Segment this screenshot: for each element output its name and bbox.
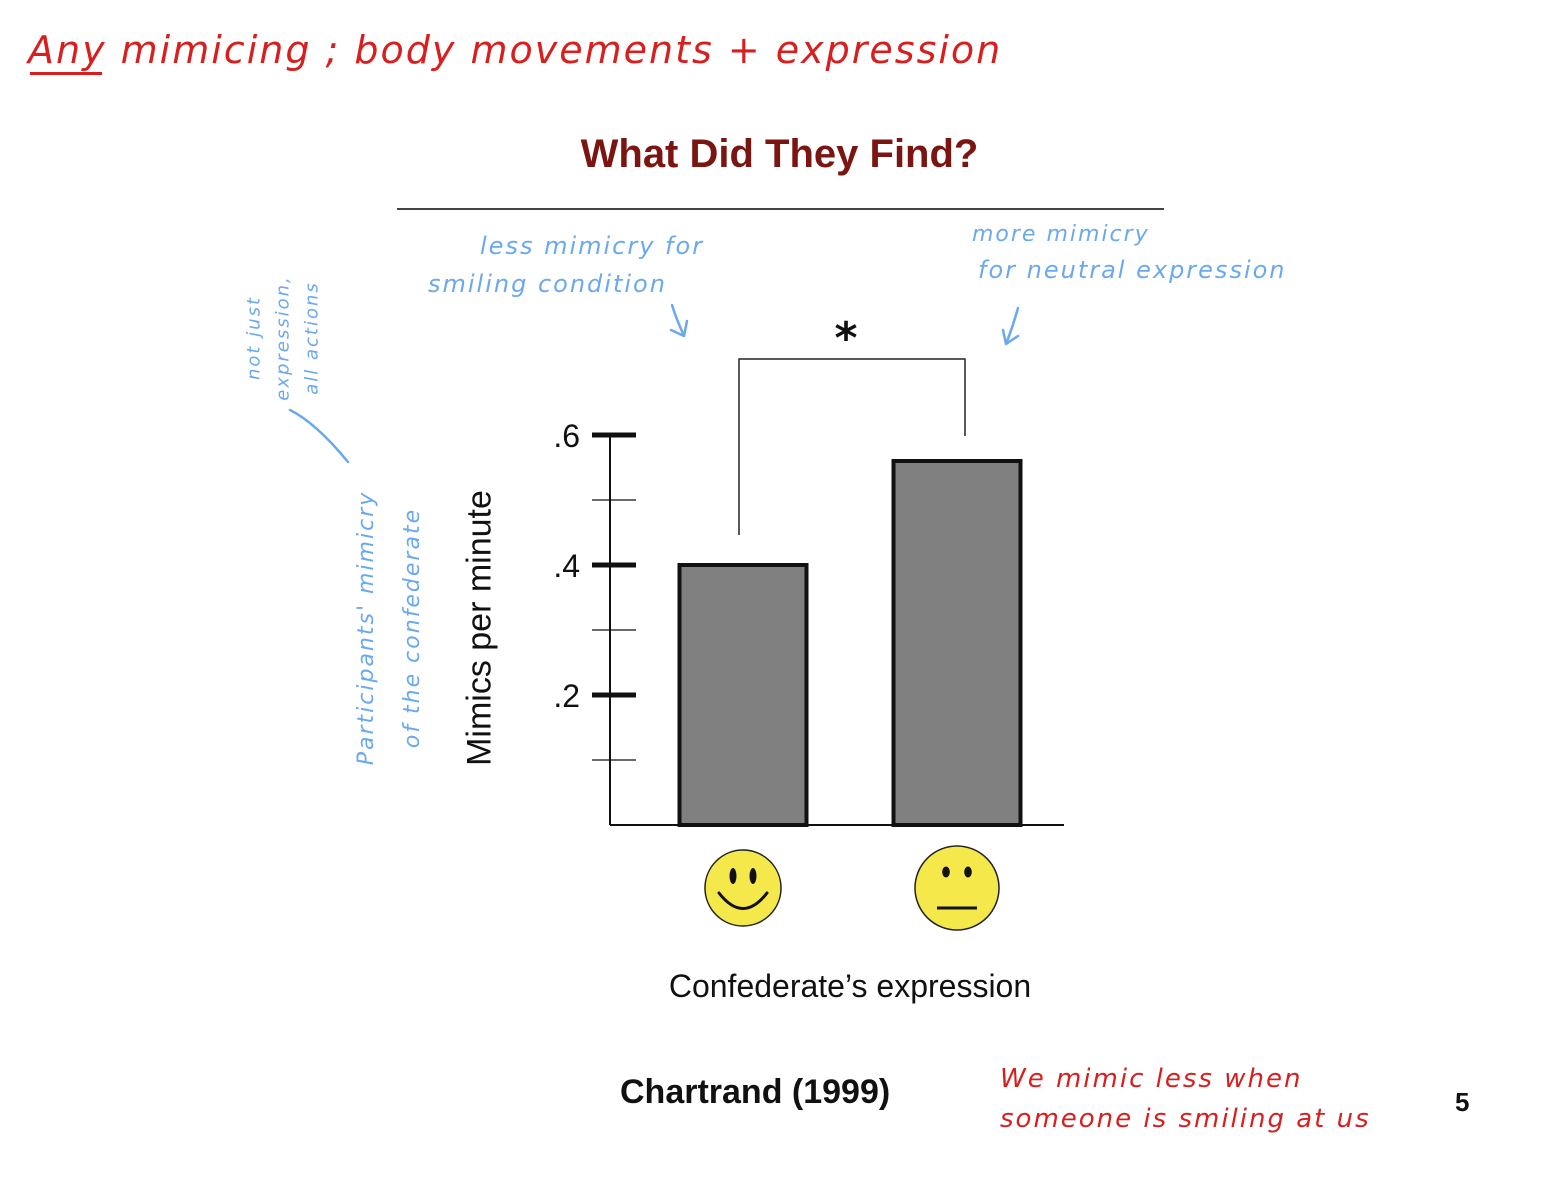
face-eye: [964, 866, 972, 878]
significance-star: *: [834, 313, 857, 364]
neutral-face-icon: [914, 845, 1000, 931]
face-eye: [729, 868, 737, 884]
face-eye: [749, 868, 757, 884]
left-note-arrow: [669, 303, 689, 338]
y-tick-label: .6: [553, 418, 580, 454]
y-tick-label: .4: [553, 548, 580, 584]
right-bar-note-line1: more mimicry: [972, 222, 1150, 247]
face-outline: [704, 849, 782, 927]
title-divider: [397, 208, 1164, 210]
page-number: 5: [1455, 1087, 1470, 1117]
x-axis-label: Confederate’s expression: [668, 968, 1032, 1004]
margin-note-connector: [288, 408, 350, 464]
bar-neutral: [891, 459, 1023, 827]
bar-smiling: [677, 563, 809, 827]
smiley-face-icon: [704, 849, 782, 927]
page-title: What Did They Find?: [580, 132, 979, 176]
face-eye: [942, 866, 950, 878]
left-bar-note-line2: smiling condition: [428, 270, 667, 298]
bottom-note-line2: someone is smiling at us: [1000, 1104, 1371, 1134]
y-tick-label: .2: [553, 678, 580, 714]
significance-bracket: [738, 358, 966, 535]
face-mouth: [717, 891, 769, 910]
top-note-underline: [30, 72, 102, 75]
bottom-note-line1: We mimic less when: [1000, 1064, 1303, 1094]
right-bar-note-line2: for neutral expression: [978, 256, 1287, 284]
top-note: Any mimicing ; body movements + expressi…: [28, 28, 1003, 72]
citation: Chartrand (1999): [620, 1073, 891, 1111]
left-bar-note-line1: less mimicry for: [480, 232, 705, 260]
face-outline: [914, 845, 1000, 931]
right-note-arrow: [1001, 306, 1020, 346]
